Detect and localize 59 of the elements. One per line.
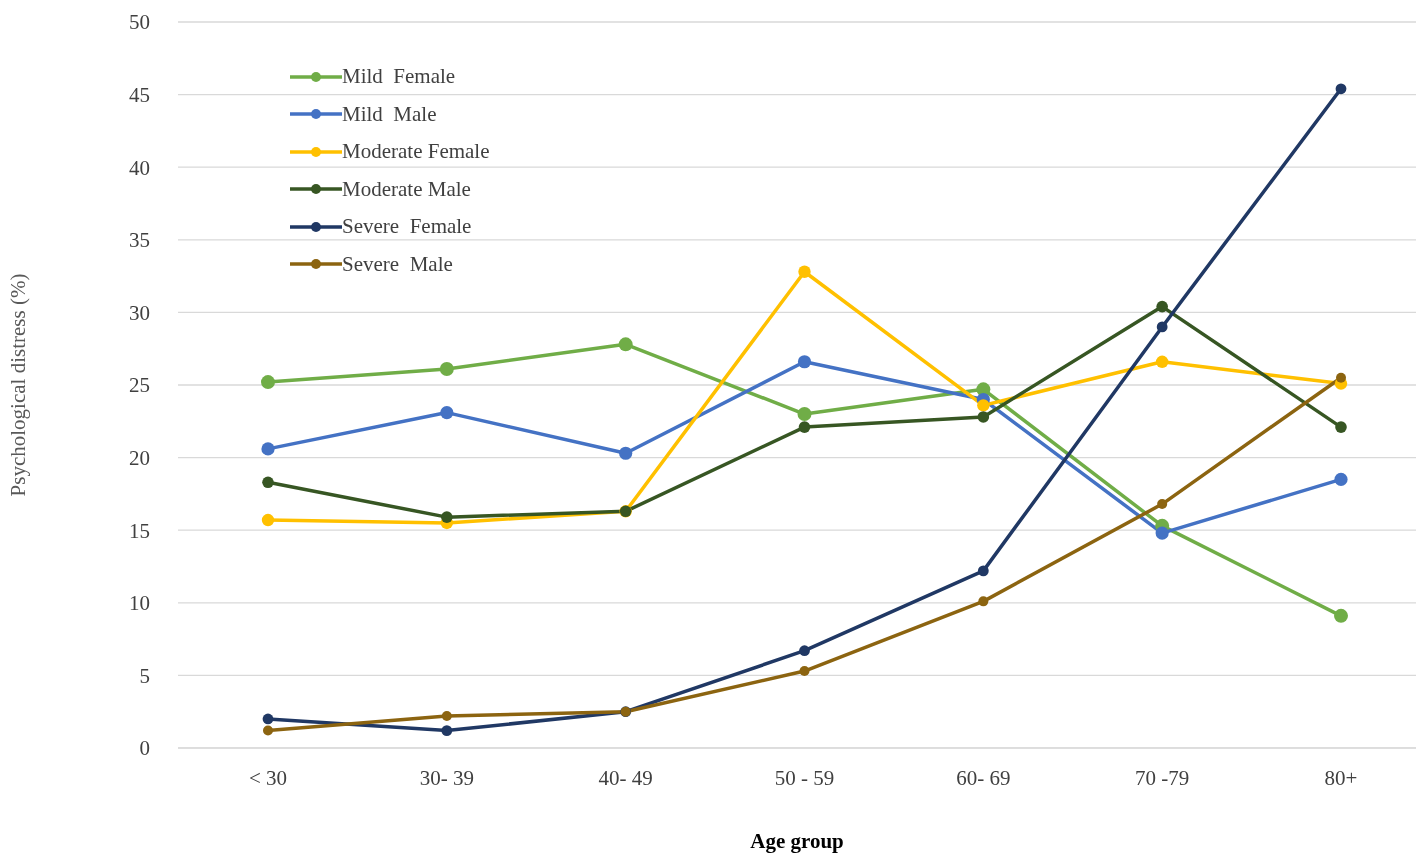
point [261, 375, 275, 390]
x-tick-label: 70 -79 [1135, 765, 1190, 790]
point [977, 565, 989, 577]
point [441, 511, 453, 523]
legend-label: Mild Male [342, 101, 437, 127]
point [618, 337, 633, 352]
point [977, 399, 990, 412]
y-tick-label: 15 [129, 518, 150, 543]
y-tick-label: 40 [129, 155, 150, 180]
point [262, 713, 274, 725]
point [978, 596, 989, 607]
point [1336, 372, 1346, 383]
y-tick-label: 50 [129, 10, 150, 35]
point [1334, 472, 1348, 486]
y-tick-label: 25 [129, 373, 150, 398]
x-tick-label: 80+ [1324, 765, 1358, 790]
point [799, 666, 810, 677]
point [977, 411, 990, 423]
point [1155, 526, 1169, 540]
legend-label: Mild Female [342, 64, 456, 90]
y-tick-label: 5 [139, 663, 150, 688]
point [797, 407, 812, 422]
point [441, 725, 453, 736]
y-tick-label: 0 [139, 736, 150, 761]
point [1334, 608, 1348, 623]
x-tick-label: 50 - 59 [774, 765, 835, 790]
y-tick-label: 20 [129, 446, 150, 471]
point [1335, 421, 1347, 433]
point [261, 442, 275, 456]
point [1156, 321, 1168, 333]
point [1157, 499, 1168, 510]
point [798, 265, 811, 278]
point [619, 446, 633, 460]
x-tick-label: 40- 49 [598, 765, 653, 790]
legend-label: Severe Female [342, 214, 472, 240]
point [261, 513, 275, 527]
point [1155, 355, 1169, 368]
point [1335, 83, 1347, 95]
point [441, 711, 452, 722]
point [262, 476, 274, 489]
point [439, 362, 454, 377]
y-tick-label: 10 [129, 591, 150, 616]
legend-label: Moderate Female [342, 139, 490, 165]
point [797, 355, 812, 369]
y-tick-label: 35 [129, 228, 150, 253]
point [1156, 300, 1168, 313]
y-tick-label: 30 [129, 300, 150, 325]
point [799, 645, 810, 657]
point [440, 405, 454, 420]
x-tick-label: < 30 [248, 765, 288, 790]
x-tick-label: 30- 39 [419, 765, 474, 790]
y-axis-title: Psychological distress (%) [6, 273, 31, 497]
x-axis-title: Age group [750, 829, 844, 853]
y-tick-label: 45 [129, 83, 150, 108]
x-tick-label: 60- 69 [956, 765, 1011, 790]
point [263, 725, 273, 736]
legend-label: Moderate Male [342, 176, 471, 202]
legend-label: Severe Male [342, 251, 453, 277]
point [798, 421, 811, 433]
